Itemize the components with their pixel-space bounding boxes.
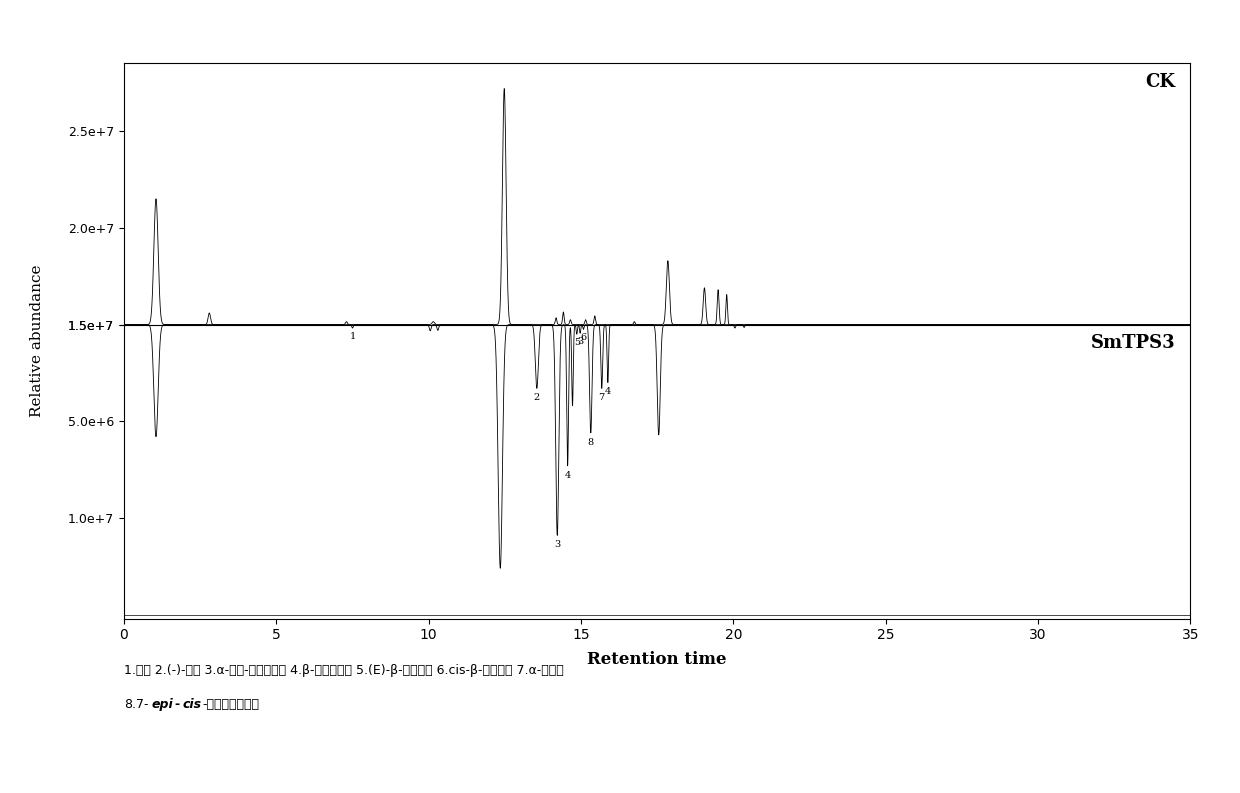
Text: 2: 2 — [533, 393, 539, 402]
X-axis label: Retention time: Retention time — [588, 650, 727, 668]
Text: epi: epi — [151, 698, 174, 711]
Text: -倍半枈烯水合物: -倍半枈烯水合物 — [202, 698, 259, 711]
Text: 5: 5 — [574, 338, 580, 347]
Text: 3: 3 — [577, 337, 583, 346]
Text: SmTPS3: SmTPS3 — [1090, 334, 1176, 352]
Text: -: - — [175, 698, 180, 711]
Text: 3: 3 — [554, 540, 560, 550]
Text: 6: 6 — [580, 333, 587, 343]
Text: CK: CK — [1146, 73, 1176, 91]
Text: 1.枈烯 2.(-)-姜烯 3.α-反式-佛手柑油烯 4.β-倍半水芹烯 5.(E)-β-金合欢烯 6.cis-β-金合欢烯 7.α-雪松烯: 1.枈烯 2.(-)-姜烯 3.α-反式-佛手柑油烯 4.β-倍半水芹烯 5.(… — [124, 664, 564, 676]
Text: 8.7-: 8.7- — [124, 698, 149, 711]
Text: Relative abundance: Relative abundance — [30, 265, 45, 417]
Text: 8: 8 — [588, 438, 594, 446]
Text: 4: 4 — [564, 470, 570, 480]
Text: 4: 4 — [605, 388, 611, 396]
Text: 1: 1 — [350, 332, 356, 341]
Text: cis: cis — [182, 698, 201, 711]
Text: 7: 7 — [599, 393, 605, 402]
